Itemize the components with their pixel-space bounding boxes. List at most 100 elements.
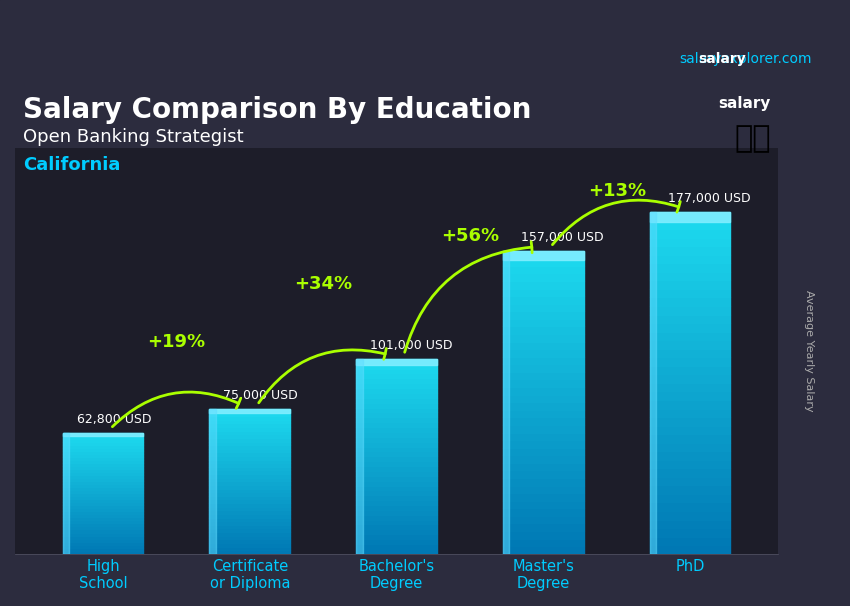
Bar <box>63 542 144 545</box>
Bar <box>209 478 290 481</box>
Bar <box>63 448 144 451</box>
Bar <box>63 478 144 481</box>
Bar <box>503 402 584 410</box>
Bar <box>209 481 290 485</box>
Bar <box>356 510 437 514</box>
Text: Salary Comparison By Education: Salary Comparison By Education <box>23 96 531 124</box>
Bar <box>649 451 730 460</box>
Bar <box>63 457 144 460</box>
Bar <box>649 434 730 443</box>
Bar <box>209 503 290 507</box>
Bar <box>649 443 730 451</box>
Bar <box>503 524 584 531</box>
Bar <box>209 427 290 431</box>
Bar <box>649 272 730 281</box>
Bar <box>649 255 730 264</box>
Text: Average Yearly Salary: Average Yearly Salary <box>804 290 813 412</box>
Bar <box>503 478 584 485</box>
Bar <box>503 470 584 478</box>
Bar <box>209 488 290 492</box>
Bar <box>649 229 730 238</box>
Bar <box>209 456 290 459</box>
Text: California: California <box>23 156 120 175</box>
Bar <box>649 511 730 519</box>
Bar <box>63 436 144 439</box>
Bar <box>503 364 584 372</box>
Text: +13%: +13% <box>587 182 646 201</box>
Bar <box>503 342 584 349</box>
Bar <box>503 304 584 311</box>
Bar <box>356 466 437 471</box>
Bar <box>503 296 584 304</box>
Bar <box>356 364 437 368</box>
Bar <box>503 455 584 463</box>
Bar <box>649 468 730 477</box>
Bar <box>63 536 144 539</box>
Bar <box>63 490 144 493</box>
Text: 101,000 USD: 101,000 USD <box>370 339 453 352</box>
Bar <box>209 532 290 536</box>
Bar <box>209 449 290 453</box>
Bar <box>356 471 437 476</box>
Bar <box>649 537 730 545</box>
Bar <box>503 433 584 440</box>
Bar <box>356 481 437 485</box>
Bar <box>209 496 290 499</box>
Bar <box>356 530 437 534</box>
Bar <box>356 534 437 539</box>
Bar <box>356 490 437 495</box>
Bar <box>649 289 730 298</box>
Bar <box>356 393 437 398</box>
Bar <box>503 531 584 539</box>
Text: +56%: +56% <box>441 227 499 245</box>
Bar <box>649 425 730 434</box>
Text: +34%: +34% <box>294 275 352 293</box>
Bar <box>63 499 144 502</box>
Bar <box>503 448 584 455</box>
Bar <box>63 481 144 484</box>
Bar <box>63 511 144 514</box>
Bar <box>649 400 730 408</box>
Bar <box>503 273 584 281</box>
Bar <box>63 487 144 490</box>
Bar <box>63 505 144 508</box>
Bar <box>503 546 584 554</box>
Bar <box>63 454 144 457</box>
Bar <box>649 281 730 289</box>
Bar <box>209 550 290 554</box>
Bar <box>649 264 730 272</box>
Bar <box>649 460 730 468</box>
Bar <box>63 439 144 442</box>
Bar <box>63 469 144 472</box>
Bar <box>503 349 584 357</box>
Bar <box>63 475 144 478</box>
Bar <box>503 288 584 296</box>
Bar <box>209 409 216 554</box>
Bar <box>649 348 730 358</box>
Bar <box>63 521 144 524</box>
Bar <box>356 495 437 500</box>
Text: salary: salary <box>699 52 746 65</box>
Bar <box>356 413 437 418</box>
Bar <box>356 447 437 451</box>
Bar <box>209 416 290 420</box>
Bar <box>649 212 730 221</box>
Bar <box>209 521 290 525</box>
Bar <box>209 453 290 456</box>
Bar <box>209 528 290 532</box>
Bar <box>503 508 584 516</box>
Bar <box>503 311 584 319</box>
Bar <box>356 427 437 432</box>
Bar <box>503 440 584 448</box>
Bar <box>63 514 144 518</box>
Bar <box>356 456 437 461</box>
Bar <box>503 251 509 554</box>
Bar <box>209 438 290 442</box>
Bar <box>209 518 290 521</box>
Bar <box>63 502 144 505</box>
Bar <box>209 420 290 424</box>
Bar <box>356 359 363 554</box>
Bar <box>503 418 584 425</box>
Bar <box>503 281 584 288</box>
Bar <box>649 383 730 391</box>
